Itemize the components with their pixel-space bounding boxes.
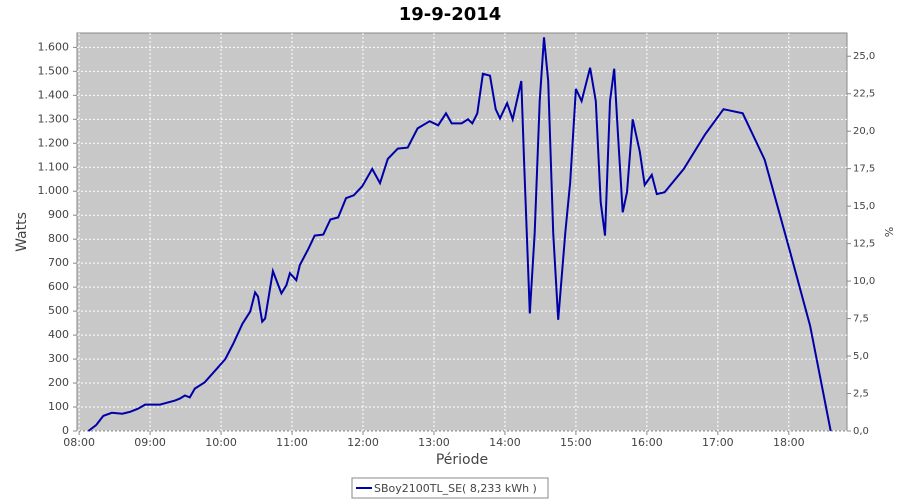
chart-title: 19-9-2014 [399, 4, 502, 25]
y2-tick-label: 10,0 [853, 276, 875, 287]
y-tick-label: 1.400 [38, 88, 70, 101]
y2-tick-label: 22,5 [853, 89, 875, 100]
x-tick-label: 08:00 [63, 436, 95, 449]
y-tick-label: 600 [48, 280, 69, 293]
y-tick-label: 100 [48, 400, 69, 413]
y-tick-label: 500 [48, 304, 69, 317]
y2-tick-label: 0,0 [853, 426, 869, 437]
y-tick-label: 300 [48, 352, 69, 365]
y-tick-label: 800 [48, 232, 69, 245]
x-axis-label: Période [436, 452, 488, 468]
y-tick-label: 1.600 [38, 40, 70, 53]
x-tick-label: 15:00 [560, 436, 592, 449]
x-tick-label: 10:00 [205, 436, 237, 449]
x-tick-label: 14:00 [489, 436, 521, 449]
y-axis-label: Watts [14, 212, 30, 252]
data-line [87, 37, 832, 432]
y-tick-label: 1.300 [38, 112, 70, 125]
legend [351, 477, 549, 499]
y2-tick-label: 17,5 [853, 164, 875, 175]
plot-area [76, 32, 848, 432]
y-tick-label: 1.500 [38, 64, 70, 77]
y-tick-label: 1.200 [38, 136, 70, 149]
y-tick-label: 0 [62, 424, 69, 437]
y2-tick-label: 25,0 [853, 51, 875, 62]
y2-tick-label: 12,5 [853, 239, 875, 250]
y2-axis-label: % [883, 227, 896, 237]
x-tick-label: 18:00 [773, 436, 805, 449]
y2-tick-label: 2,5 [853, 389, 869, 400]
x-tick-label: 17:00 [702, 436, 734, 449]
y-tick-label: 900 [48, 208, 69, 221]
x-tick-label: 09:00 [134, 436, 166, 449]
x-tick-label: 11:00 [276, 436, 308, 449]
legend-label: SBoy2100TL_SE( 8,233 kWh ) [374, 482, 537, 495]
x-tick-label: 16:00 [631, 436, 663, 449]
y-tick-label: 1.000 [38, 184, 70, 197]
y2-tick-label: 5,0 [853, 351, 869, 362]
y-tick-label: 1.100 [38, 160, 70, 173]
y2-tick-label: 15,0 [853, 201, 875, 212]
y-tick-label: 200 [48, 376, 69, 389]
y2-tick-label: 7,5 [853, 314, 869, 325]
y-tick-label: 400 [48, 328, 69, 341]
y2-tick-label: 20,0 [853, 126, 875, 137]
y-tick-label: 700 [48, 256, 69, 269]
x-tick-label: 13:00 [418, 436, 450, 449]
x-tick-label: 12:00 [347, 436, 379, 449]
